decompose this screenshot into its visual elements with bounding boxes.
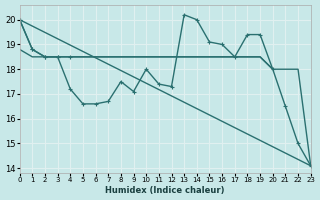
X-axis label: Humidex (Indice chaleur): Humidex (Indice chaleur) — [105, 186, 225, 195]
